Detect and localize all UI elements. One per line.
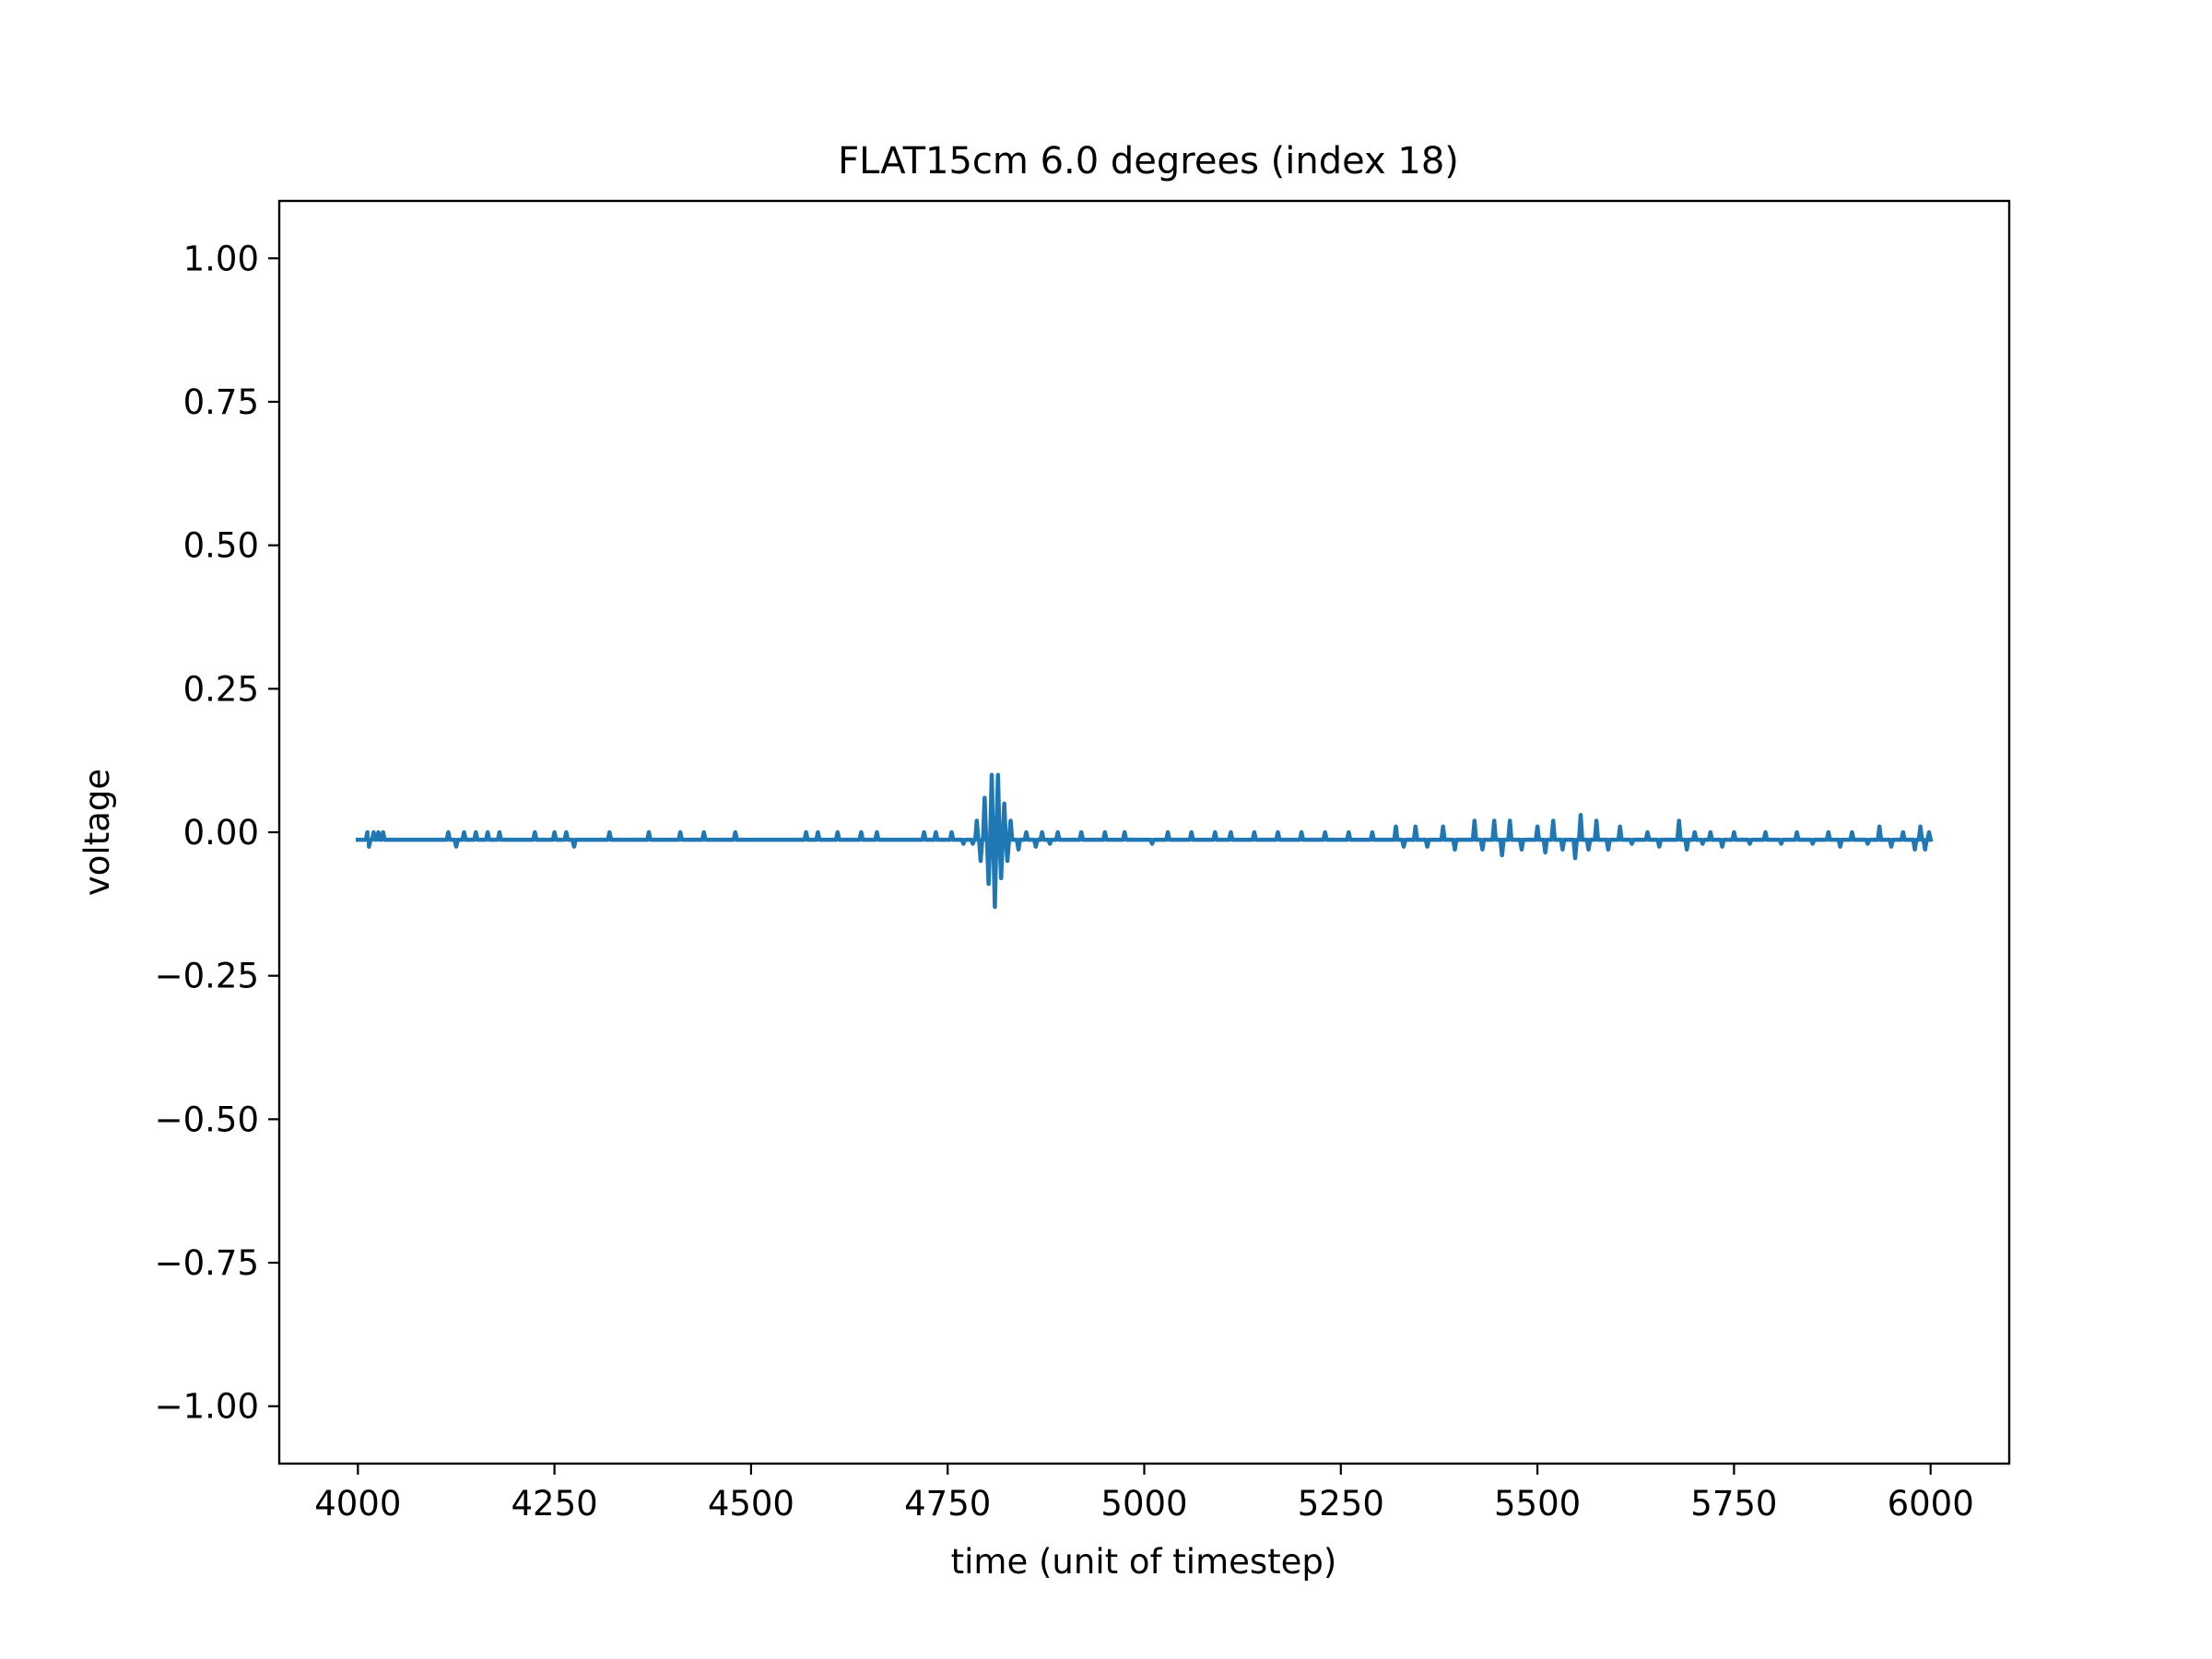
y-tick-label: 1.00 [183, 239, 259, 278]
y-tick-label: −1.00 [155, 1387, 259, 1427]
y-tick-label: 0.50 [183, 526, 259, 566]
y-tick-label: 0.00 [183, 813, 259, 853]
x-tick-label: 5750 [1690, 1484, 1777, 1524]
x-tick-label: 6000 [1888, 1484, 1974, 1524]
series-line-0 [356, 772, 1934, 910]
y-axis: 1.00 0.75 0.50 0.25 0.00 −0.25 −0.50 −0.75 −1.00 [155, 239, 279, 1427]
x-tick-label: 4750 [904, 1484, 991, 1524]
x-axis-label: time (unit of timestep) [951, 1542, 1337, 1582]
y-tick-label: 0.25 [183, 669, 259, 709]
y-tick-label: −0.75 [155, 1243, 259, 1283]
y-tick-label: −0.50 [155, 1100, 259, 1139]
x-tick-label: 4250 [512, 1484, 598, 1524]
x-tick-label: 5000 [1100, 1484, 1187, 1524]
series-layer [356, 772, 1934, 910]
x-tick-label: 5500 [1494, 1484, 1581, 1524]
chart-title: FLAT15cm 6.0 degrees (index 18) [838, 140, 1459, 182]
y-axis-label: voltage [77, 769, 117, 896]
x-tick-label: 4500 [708, 1484, 794, 1524]
y-tick-label: 0.75 [183, 382, 259, 422]
x-tick-label: 4000 [314, 1484, 401, 1524]
x-axis: 4000 4250 4500 4750 5000 5250 5500 5750 6000 [314, 1464, 1974, 1524]
x-tick-label: 5250 [1298, 1484, 1384, 1524]
y-tick-label: −0.25 [155, 957, 259, 996]
